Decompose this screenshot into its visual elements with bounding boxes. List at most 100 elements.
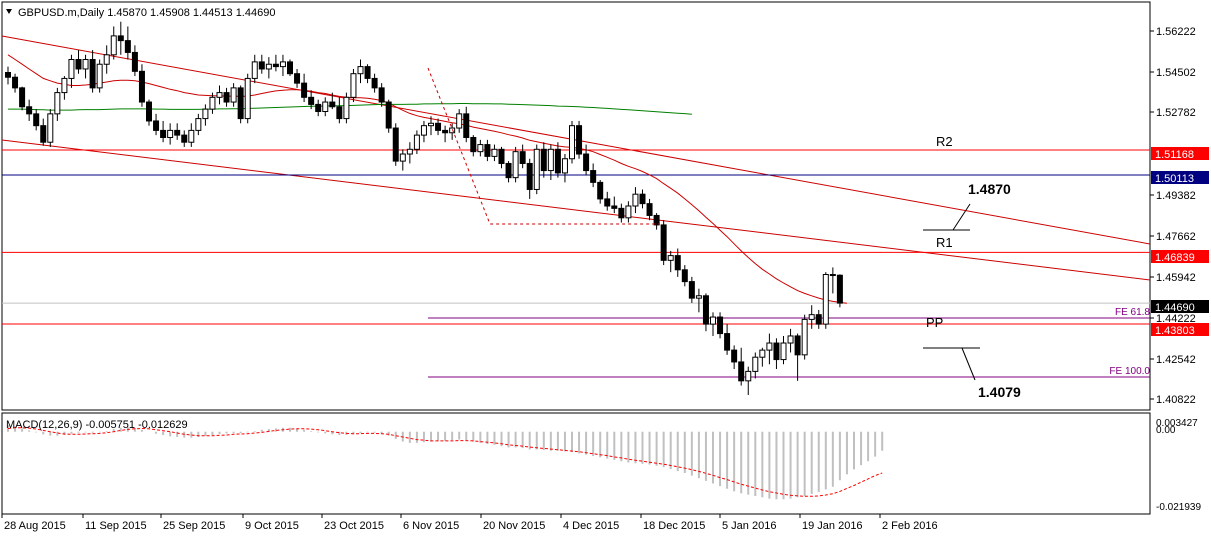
candle[interactable] [611, 196, 618, 214]
candle[interactable] [435, 118, 442, 136]
candle[interactable] [68, 54, 75, 88]
candle[interactable] [463, 106, 470, 143]
candle[interactable] [554, 142, 561, 178]
candle[interactable] [47, 109, 54, 147]
candle[interactable] [258, 54, 265, 74]
candle[interactable] [103, 45, 110, 74]
candle[interactable] [399, 149, 406, 171]
candle[interactable] [822, 272, 829, 329]
candle[interactable] [484, 139, 491, 162]
candle[interactable] [350, 68, 357, 103]
candle[interactable] [456, 109, 463, 133]
candle[interactable] [681, 265, 688, 287]
candle[interactable] [674, 248, 681, 277]
candle[interactable] [385, 99, 392, 133]
candle[interactable] [512, 146, 519, 183]
candle[interactable] [202, 104, 209, 126]
triangle-down-icon[interactable] [6, 9, 12, 14]
candle[interactable] [442, 125, 449, 143]
candle[interactable] [265, 57, 272, 79]
candle[interactable] [237, 85, 244, 124]
candle[interactable] [731, 345, 738, 370]
candle[interactable] [477, 139, 484, 157]
candle[interactable] [794, 333, 801, 381]
candle[interactable] [117, 21, 124, 55]
candle[interactable] [540, 142, 547, 178]
candle[interactable] [315, 99, 322, 117]
candle[interactable] [773, 338, 780, 370]
candle[interactable] [82, 54, 89, 79]
candle[interactable] [618, 203, 625, 223]
candle[interactable] [343, 92, 350, 124]
candle[interactable] [745, 366, 752, 396]
candle[interactable] [378, 83, 385, 107]
candle[interactable] [836, 274, 843, 308]
candle[interactable] [787, 328, 794, 353]
candle[interactable] [124, 26, 131, 60]
candle[interactable] [174, 123, 181, 140]
candle[interactable] [695, 288, 702, 313]
candle[interactable] [110, 26, 117, 60]
candle[interactable] [336, 97, 343, 124]
candle[interactable] [287, 59, 293, 77]
candle[interactable] [75, 50, 82, 74]
candle[interactable] [5, 66, 11, 85]
candles[interactable] [5, 21, 843, 396]
candle[interactable] [138, 64, 145, 107]
candle[interactable] [738, 347, 745, 386]
candle[interactable] [702, 293, 709, 332]
candle[interactable] [357, 59, 364, 84]
candle[interactable] [526, 158, 533, 199]
candle[interactable] [279, 54, 286, 77]
candle[interactable] [667, 250, 674, 273]
candle[interactable] [96, 59, 103, 93]
candle[interactable] [470, 135, 477, 157]
candle[interactable] [590, 163, 597, 188]
candle[interactable] [583, 144, 590, 176]
candle[interactable] [420, 120, 427, 143]
candle[interactable] [413, 130, 420, 155]
candle[interactable] [131, 45, 138, 77]
candle[interactable] [33, 109, 40, 131]
candle[interactable] [533, 144, 540, 195]
candle[interactable] [40, 118, 47, 146]
candle[interactable] [12, 73, 19, 93]
candle[interactable] [576, 120, 583, 159]
candle[interactable] [216, 85, 223, 105]
candle[interactable] [329, 92, 336, 110]
candle[interactable] [569, 120, 575, 164]
candle[interactable] [146, 99, 152, 126]
candle[interactable] [829, 267, 836, 294]
candle[interactable] [89, 50, 96, 93]
candle[interactable] [244, 73, 251, 124]
candle[interactable] [625, 201, 632, 223]
candle[interactable] [428, 116, 434, 136]
candle[interactable] [181, 130, 188, 147]
candle[interactable] [19, 86, 26, 111]
candle[interactable] [251, 54, 258, 84]
candle[interactable] [632, 187, 639, 214]
candle[interactable] [505, 161, 512, 183]
candle[interactable] [808, 305, 815, 329]
candle[interactable] [54, 87, 61, 121]
candle[interactable] [646, 198, 653, 221]
candle[interactable] [688, 276, 695, 303]
candle[interactable] [449, 123, 456, 140]
candle[interactable] [392, 123, 399, 166]
candle[interactable] [188, 123, 195, 147]
candle[interactable] [639, 189, 646, 209]
candle[interactable] [223, 87, 230, 107]
candle[interactable] [653, 213, 660, 230]
candle[interactable] [26, 99, 33, 121]
candle[interactable] [752, 352, 759, 379]
candle[interactable] [759, 347, 766, 367]
candle[interactable] [519, 144, 526, 169]
candle[interactable] [364, 64, 371, 84]
candle[interactable] [230, 83, 237, 107]
candle[interactable] [322, 97, 329, 117]
candle[interactable] [167, 123, 174, 145]
candle[interactable] [491, 144, 498, 162]
candle[interactable] [153, 113, 160, 136]
